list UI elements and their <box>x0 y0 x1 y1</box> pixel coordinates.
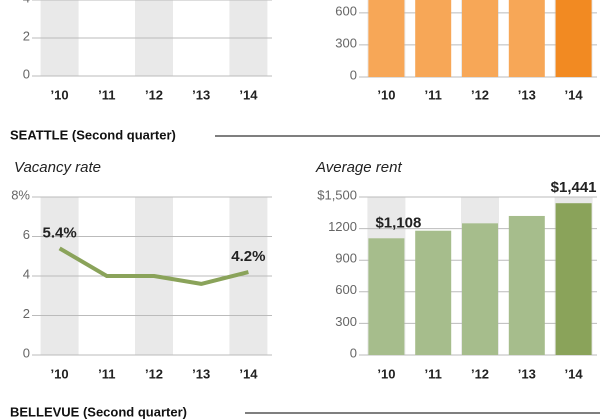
bar <box>555 203 592 355</box>
bar <box>508 0 545 77</box>
x-tick-label: ’13 <box>518 366 536 381</box>
y-tick-label: 0 <box>23 66 30 81</box>
bar <box>415 0 452 77</box>
data-label: 5.4% <box>42 224 76 241</box>
y-tick-label: 0 <box>23 345 30 360</box>
line <box>58 246 249 286</box>
x-tick-label: ’11 <box>425 87 442 102</box>
y-tick-label: $1,500 <box>317 187 357 202</box>
x-tick-label: ’11 <box>98 366 115 381</box>
bar <box>462 223 498 355</box>
y-tick-label: 300 <box>335 35 357 50</box>
section-title: SEATTLE (Second quarter) <box>10 127 176 142</box>
y-tick-label: 4 <box>23 266 30 281</box>
bar <box>462 0 498 77</box>
x-tick-label: ’12 <box>145 366 163 381</box>
data-label: $1,441 <box>551 179 597 196</box>
section-title: BELLEVUE (Second quarter) <box>10 404 187 419</box>
y-tick-label: 2 <box>23 28 30 43</box>
x-tick-label: ’14 <box>239 87 258 102</box>
x-tick-label: ’13 <box>518 87 536 102</box>
x-tick-label: ’10 <box>51 366 69 381</box>
y-tick-label: 0 <box>350 345 357 360</box>
x-tick-label: ’12 <box>471 87 489 102</box>
x-tick-label: ’12 <box>145 87 163 102</box>
bar <box>508 215 545 355</box>
x-tick-label: ’13 <box>192 366 210 381</box>
y-tick-label: 600 <box>335 3 357 18</box>
chart-subtitle: Average rent <box>315 159 402 176</box>
x-tick-label: ’14 <box>239 366 258 381</box>
x-tick-label: ’14 <box>565 366 584 381</box>
y-tick-label: 600 <box>335 282 357 297</box>
y-tick-label: 6 <box>23 227 30 242</box>
y-tick-label: 300 <box>335 314 357 329</box>
x-tick-label: ’10 <box>377 366 395 381</box>
x-tick-label: ’11 <box>425 366 442 381</box>
x-tick-label: ’14 <box>565 87 584 102</box>
y-tick-label: 1200 <box>328 219 357 234</box>
y-tick-label: 8% <box>11 187 30 202</box>
y-tick-label: 2 <box>23 306 30 321</box>
bar <box>368 0 405 77</box>
x-tick-label: ’10 <box>51 87 69 102</box>
x-tick-label: ’10 <box>377 87 395 102</box>
y-tick-label: 900 <box>335 251 357 266</box>
y-tick-label: 0 <box>350 67 357 82</box>
x-tick-label: ’12 <box>471 366 489 381</box>
chart-subtitle: Vacancy rate <box>14 159 101 176</box>
x-tick-label: ’13 <box>192 87 210 102</box>
data-label: $1,108 <box>375 214 421 231</box>
data-label: 4.2% <box>231 248 265 265</box>
x-tick-label: ’11 <box>98 87 115 102</box>
bar <box>368 238 405 355</box>
bar <box>415 230 452 355</box>
bar <box>555 0 592 77</box>
y-tick-label: 4 <box>23 0 30 5</box>
